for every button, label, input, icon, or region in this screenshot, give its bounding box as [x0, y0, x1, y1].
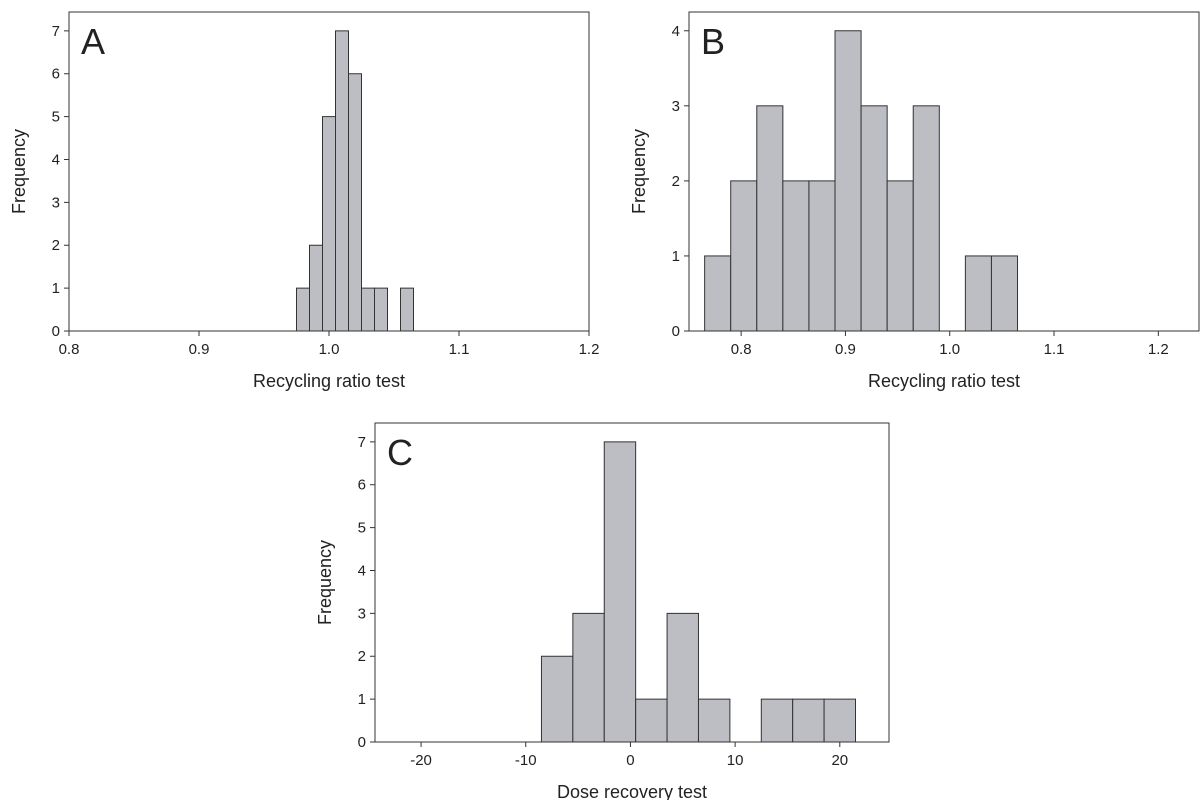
bar	[348, 73, 362, 332]
y-axis-label: Frequency	[315, 540, 335, 625]
plot-frame	[688, 11, 1200, 332]
x-tick-label: 1.1	[1044, 341, 1065, 358]
x-axis-label: Recycling ratio test	[868, 371, 1020, 391]
y-tick-label: 3	[52, 194, 60, 211]
bar	[603, 441, 637, 743]
bar	[834, 30, 862, 332]
x-tick-label: -20	[410, 752, 432, 769]
x-tick-label: 1.2	[579, 341, 600, 358]
y-tick-label: 5	[52, 109, 60, 126]
x-tick-label: 1.1	[449, 341, 470, 358]
x-tick-label: 1.0	[319, 341, 340, 358]
y-tick-label: 7	[52, 23, 60, 40]
y-axis-label: Frequency	[629, 129, 649, 214]
x-tick-label: -10	[515, 752, 537, 769]
x-tick-label: 0.9	[189, 341, 210, 358]
bar	[361, 287, 375, 332]
y-tick-label: 1	[358, 691, 366, 708]
x-tick-label: 20	[831, 752, 848, 769]
y-tick-label: 1	[52, 280, 60, 297]
panel-label: C	[387, 432, 413, 473]
bar	[572, 612, 605, 743]
bar	[808, 180, 836, 332]
y-tick-label: 0	[52, 323, 60, 340]
bar	[374, 287, 388, 332]
x-tick-label: 1.2	[1148, 341, 1169, 358]
y-tick-label: 2	[358, 648, 366, 665]
bar	[990, 255, 1019, 332]
bar	[760, 698, 794, 743]
bar	[964, 255, 992, 332]
x-tick-label: 0.8	[731, 341, 752, 358]
bar	[756, 105, 784, 332]
bar	[860, 105, 888, 332]
bar	[309, 244, 323, 332]
y-tick-label: 4	[672, 23, 680, 40]
bar	[335, 30, 349, 332]
bar	[886, 180, 914, 332]
bar	[635, 698, 668, 743]
y-tick-label: 6	[52, 66, 60, 83]
y-axis-label: Frequency	[9, 129, 29, 214]
x-tick-label: 1.0	[939, 341, 960, 358]
x-tick-label: 0.8	[59, 341, 80, 358]
y-tick-label: 6	[358, 477, 366, 494]
bar	[400, 287, 414, 332]
bar	[730, 180, 758, 332]
y-tick-label: 0	[358, 734, 366, 751]
y-tick-label: 2	[672, 173, 680, 190]
y-tick-label: 5	[358, 520, 366, 537]
bar	[697, 698, 731, 743]
y-tick-label: 1	[672, 248, 680, 265]
x-tick-label: 0	[626, 752, 634, 769]
bar	[666, 612, 699, 743]
x-axis-label: Recycling ratio test	[253, 371, 405, 391]
x-axis-label: Dose recovery test	[557, 782, 707, 800]
x-tick-label: 10	[727, 752, 744, 769]
bar	[782, 180, 810, 332]
bar	[792, 698, 825, 743]
y-tick-label: 4	[358, 562, 366, 579]
x-tick-label: 0.9	[835, 341, 856, 358]
panel-label: A	[81, 21, 105, 62]
bar	[540, 655, 574, 743]
y-tick-label: 3	[672, 98, 680, 115]
panel-label: B	[701, 21, 725, 62]
bar	[322, 116, 336, 332]
y-tick-label: 3	[358, 605, 366, 622]
bar	[912, 105, 940, 332]
y-tick-label: 4	[52, 151, 60, 168]
y-tick-label: 0	[672, 323, 680, 340]
bar	[296, 287, 310, 332]
plot-frame	[374, 422, 890, 743]
bar	[704, 255, 732, 332]
bar	[823, 698, 857, 743]
y-tick-label: 2	[52, 237, 60, 254]
y-tick-label: 7	[358, 434, 366, 451]
